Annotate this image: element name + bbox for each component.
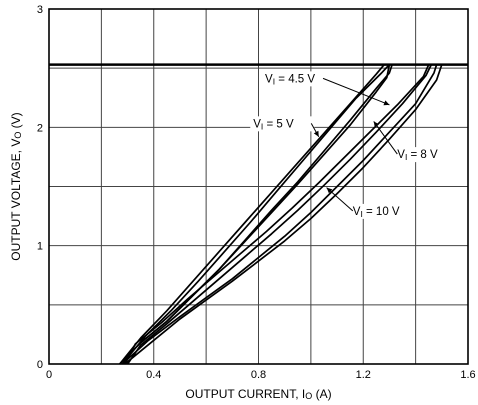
- y-axis-title: OUTPUT VOLTAGE, VO (V): [9, 112, 23, 260]
- annotation-background-0: [262, 71, 327, 87]
- annotation-arrowhead-0: [383, 100, 390, 106]
- annotation-leader-2: [373, 121, 398, 155]
- x-tick-label-3: 1.2: [356, 369, 371, 381]
- grid: [48, 8, 469, 365]
- series-group: [49, 63, 468, 365]
- annotation-label-1: VI = 5 V: [253, 118, 294, 131]
- annotation-label-0: VI = 4.5 V: [265, 73, 315, 86]
- annotation-arrowhead-1: [313, 130, 319, 137]
- annotation-label-2: VI = 8 V: [397, 149, 438, 162]
- x-tick-label-0: 0: [46, 369, 52, 381]
- annotation-leader-3: [326, 187, 354, 212]
- annotation-background-3: [349, 203, 414, 219]
- y-tick-label-0: 0: [37, 359, 43, 371]
- y-tick-label-3: 3: [37, 4, 43, 16]
- y-tick-label-2: 2: [37, 122, 43, 134]
- tick-labels: 0 0.4 0.8 1.2 1.6 0 1 2 3: [37, 4, 476, 381]
- annotation-label-3: VI = 10 V: [353, 206, 400, 219]
- series-line-3: [124, 63, 443, 365]
- x-tick-label-4: 1.6: [460, 369, 475, 381]
- y-tick-label-1: 1: [37, 241, 43, 253]
- series-line-1: [119, 63, 391, 365]
- x-tick-label-2: 0.8: [251, 369, 266, 381]
- plot-frame: [48, 8, 469, 365]
- x-tick-label-1: 0.4: [146, 369, 161, 381]
- annotation-background-1: [250, 116, 315, 132]
- annotation-arrowhead-2: [373, 121, 380, 128]
- x-axis-title: OUTPUT CURRENT, IO (A): [185, 387, 331, 401]
- annotation-leader-0: [322, 77, 390, 106]
- annotation-arrowhead-3: [326, 187, 333, 194]
- annotation-background-2: [394, 147, 459, 163]
- annotation-group: VI = 4.5 V VI = 5 V VI = 8 V VI = 10 V: [250, 71, 459, 219]
